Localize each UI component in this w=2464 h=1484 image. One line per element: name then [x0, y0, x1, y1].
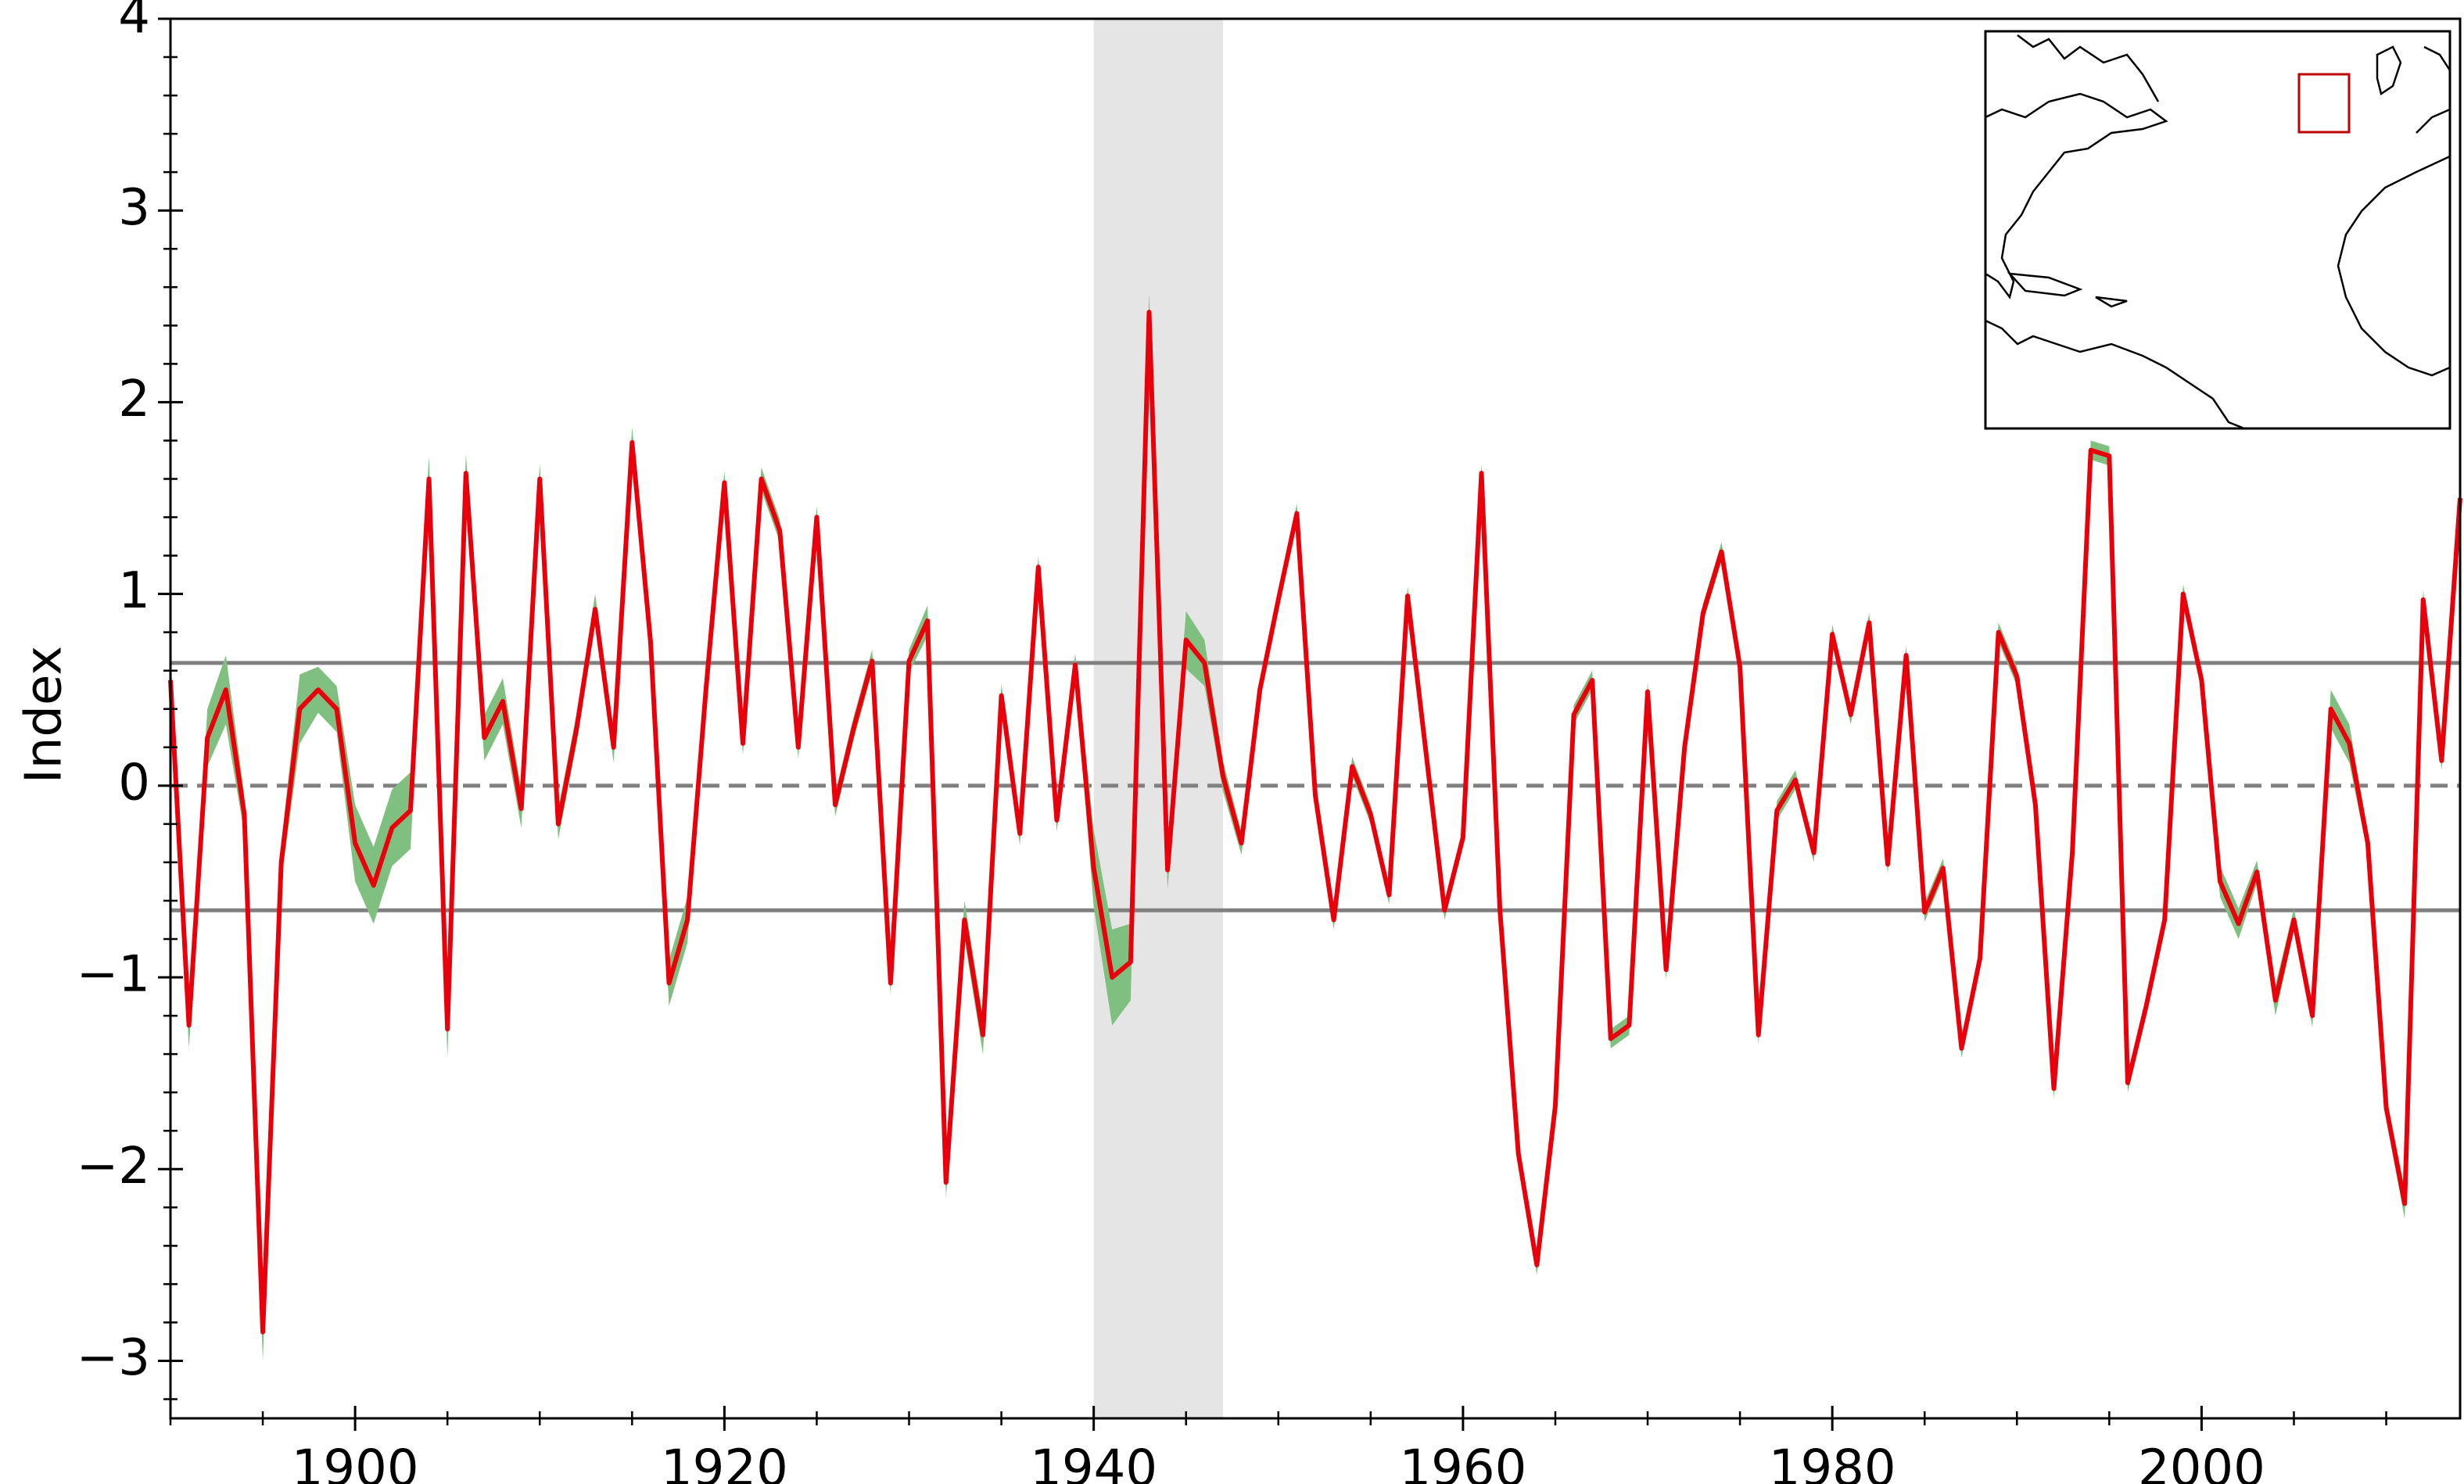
coastline — [1985, 92, 2168, 299]
y-tick-label: 1 — [118, 562, 150, 620]
coastline — [2376, 45, 2451, 134]
y-tick-label: 3 — [118, 179, 150, 237]
y-tick-label: −3 — [77, 1329, 150, 1387]
y-tick-label: −2 — [77, 1138, 150, 1195]
x-tick-label: 1980 — [1769, 1440, 1896, 1484]
plot-frame — [169, 17, 2462, 1420]
y-tick-label: 4 — [118, 0, 150, 45]
y-tick-label: −1 — [77, 946, 150, 1004]
coastline — [1985, 319, 2245, 430]
island — [2007, 272, 2128, 308]
index-line — [168, 310, 2462, 1335]
inset-map — [1984, 30, 2451, 430]
y-tick-label: 0 — [118, 754, 150, 812]
x-tick-label: 1900 — [292, 1440, 419, 1484]
region-box — [2297, 73, 2351, 134]
y-tick-label: 2 — [118, 371, 150, 428]
x-tick-label: 1940 — [1030, 1440, 1157, 1484]
x-tick-label: 1920 — [661, 1440, 788, 1484]
x-tick-label: 1960 — [1399, 1440, 1526, 1484]
shaded-span — [1093, 19, 1223, 1418]
y-axis-label: Index — [16, 646, 74, 783]
x-tick-label: 2000 — [2138, 1440, 2265, 1484]
uncertainty-band — [170, 292, 2460, 1361]
coastline — [2337, 155, 2451, 377]
coastline — [2017, 34, 2160, 102]
